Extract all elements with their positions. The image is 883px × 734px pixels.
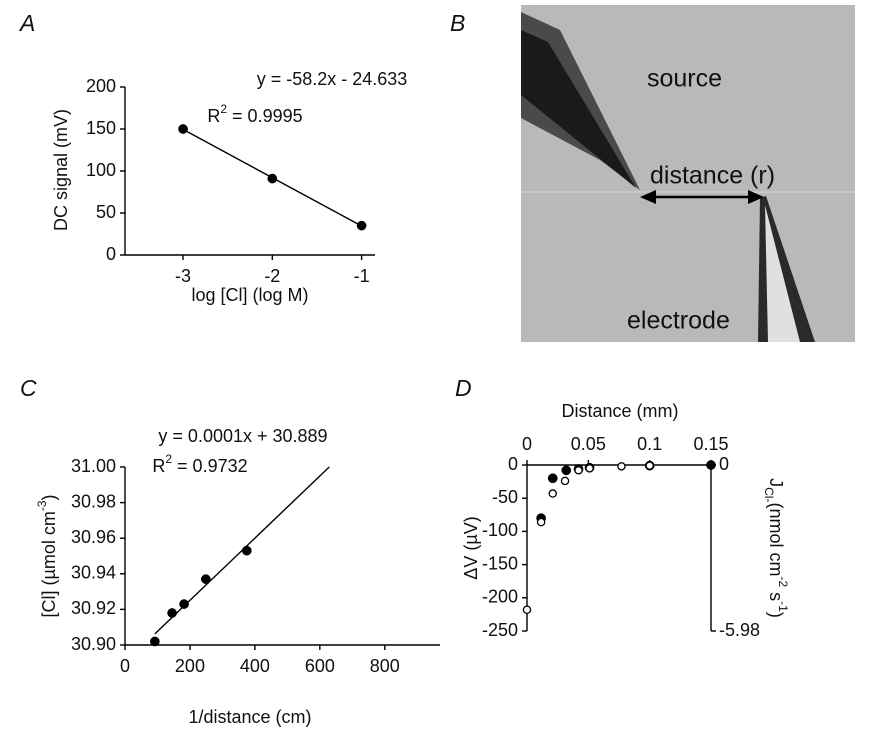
y-tick-label: -200 xyxy=(482,587,518,607)
data-point xyxy=(356,220,367,231)
y2-tick-label: 0 xyxy=(719,454,729,474)
data-point xyxy=(522,605,532,615)
fit-r2-part: 2 xyxy=(165,452,172,466)
fit-r2-part: R xyxy=(207,106,220,126)
x-tick-label: 0.1 xyxy=(637,434,662,454)
panel-label: B xyxy=(450,10,465,36)
x-axis-title-part: Distance (mm) xyxy=(561,401,678,421)
x-tick-label: -2 xyxy=(264,266,280,286)
fit-r2-part: 2 xyxy=(220,102,227,116)
y-tick-label: -50 xyxy=(492,487,518,507)
y-tick-label: 30.98 xyxy=(71,491,116,511)
image-label: distance (r) xyxy=(650,162,775,190)
y-tick-label: 150 xyxy=(86,118,116,138)
arrow-head xyxy=(748,190,764,204)
y2-axis-title-part: s xyxy=(766,587,786,601)
y2-axis-title: JCl-(nmol cm-2 s-1) xyxy=(762,478,790,618)
y2-axis-title-part: J xyxy=(766,478,786,487)
fit-r2: R2 = 0.9995 xyxy=(207,102,302,126)
data-point xyxy=(547,473,558,484)
y-tick-label: -100 xyxy=(482,520,518,540)
fit-r2: R2 = 0.9732 xyxy=(152,452,247,476)
data-point xyxy=(536,517,546,527)
y-tick-label: 100 xyxy=(86,160,116,180)
source-pipette-core xyxy=(521,30,636,188)
data-point xyxy=(617,462,626,471)
x-axis-title-part: 1/distance (cm) xyxy=(188,707,311,727)
x-axis-title: Distance (mm) xyxy=(561,401,678,421)
y-axis-title: ΔV (µV) xyxy=(461,516,481,579)
y2-axis-title-part: Cl- xyxy=(762,487,776,502)
x-axis-title: 1/distance (cm) xyxy=(188,707,311,727)
y2-axis-title-part: (nmol cm xyxy=(766,502,786,576)
data-point xyxy=(167,608,177,618)
y-tick-label: -250 xyxy=(482,620,518,640)
y-tick-label: 0 xyxy=(508,454,518,474)
image-background xyxy=(521,5,855,342)
data-point xyxy=(241,545,252,556)
data-point xyxy=(560,476,570,486)
electrode-core xyxy=(765,205,800,342)
data-point xyxy=(201,574,211,584)
x-tick-label: -3 xyxy=(175,266,191,286)
y-axis-title-part: ) xyxy=(39,494,59,500)
x-tick-label: 0 xyxy=(522,434,532,454)
image-label: source xyxy=(647,65,722,93)
y-axis-title-part: ΔV (µV) xyxy=(461,516,481,579)
x-tick-label: 600 xyxy=(305,656,335,676)
y-tick-label: 30.94 xyxy=(71,563,116,583)
x-tick-label: 0 xyxy=(120,656,130,676)
y-tick-label: 30.90 xyxy=(71,634,116,654)
y-axis-title: DC signal (mV) xyxy=(51,109,71,231)
fit-equation: y = 0.0001x + 30.889 xyxy=(158,426,327,446)
y2-axis-title-part: -2 xyxy=(776,576,790,587)
x-axis-title-part: log [Cl] (log M) xyxy=(191,285,308,305)
fit-r2-part: = 0.9732 xyxy=(172,456,248,476)
data-point xyxy=(706,460,716,470)
fit-r2-part: = 0.9995 xyxy=(227,106,303,126)
y-axis-title-part: [Cl] (µmol cm xyxy=(39,511,59,617)
data-point xyxy=(150,636,160,647)
data-point xyxy=(548,489,558,498)
x-tick-label: 200 xyxy=(175,656,205,676)
x-tick-label: 0.15 xyxy=(693,434,728,454)
data-point xyxy=(574,466,583,475)
x-tick-label: -1 xyxy=(354,266,370,286)
y-tick-label: 200 xyxy=(86,76,116,96)
y-axis-title: [Cl] (µmol cm-3) xyxy=(35,494,59,617)
data-point xyxy=(561,465,572,476)
y2-axis-title-part: ) xyxy=(766,612,786,618)
panel-label: D xyxy=(455,375,472,401)
y-tick-label: 50 xyxy=(96,202,116,222)
x-tick-label: 0.05 xyxy=(571,434,606,454)
y2-axis-title-part: -1 xyxy=(776,601,790,612)
arrow-head xyxy=(640,190,656,204)
data-point xyxy=(267,173,278,184)
y-axis-title-part: -3 xyxy=(35,500,49,511)
fit-equation: y = -58.2x - 24.633 xyxy=(257,69,408,89)
y-axis-title-part: DC signal (mV) xyxy=(51,109,71,231)
x-axis-title: log [Cl] (log M) xyxy=(191,285,308,305)
y-tick-label: -150 xyxy=(482,553,518,573)
y-tick-label: 31.00 xyxy=(71,456,116,476)
panel-label: A xyxy=(18,10,35,36)
panel-label: C xyxy=(20,375,37,401)
image-label: electrode xyxy=(627,307,730,335)
data-point xyxy=(585,464,594,473)
data-point xyxy=(645,461,654,470)
data-point xyxy=(178,124,188,134)
y-tick-label: 30.92 xyxy=(71,598,116,618)
y2-tick-label: -5.98 xyxy=(719,620,760,640)
micrograph: source distance (r) electrode B xyxy=(450,5,855,342)
x-tick-label: 400 xyxy=(240,656,270,676)
fit-r2-part: R xyxy=(152,456,165,476)
y-tick-label: 0 xyxy=(106,244,116,264)
data-point xyxy=(179,599,189,609)
x-tick-label: 800 xyxy=(370,656,400,676)
y-tick-label: 30.96 xyxy=(71,527,116,547)
